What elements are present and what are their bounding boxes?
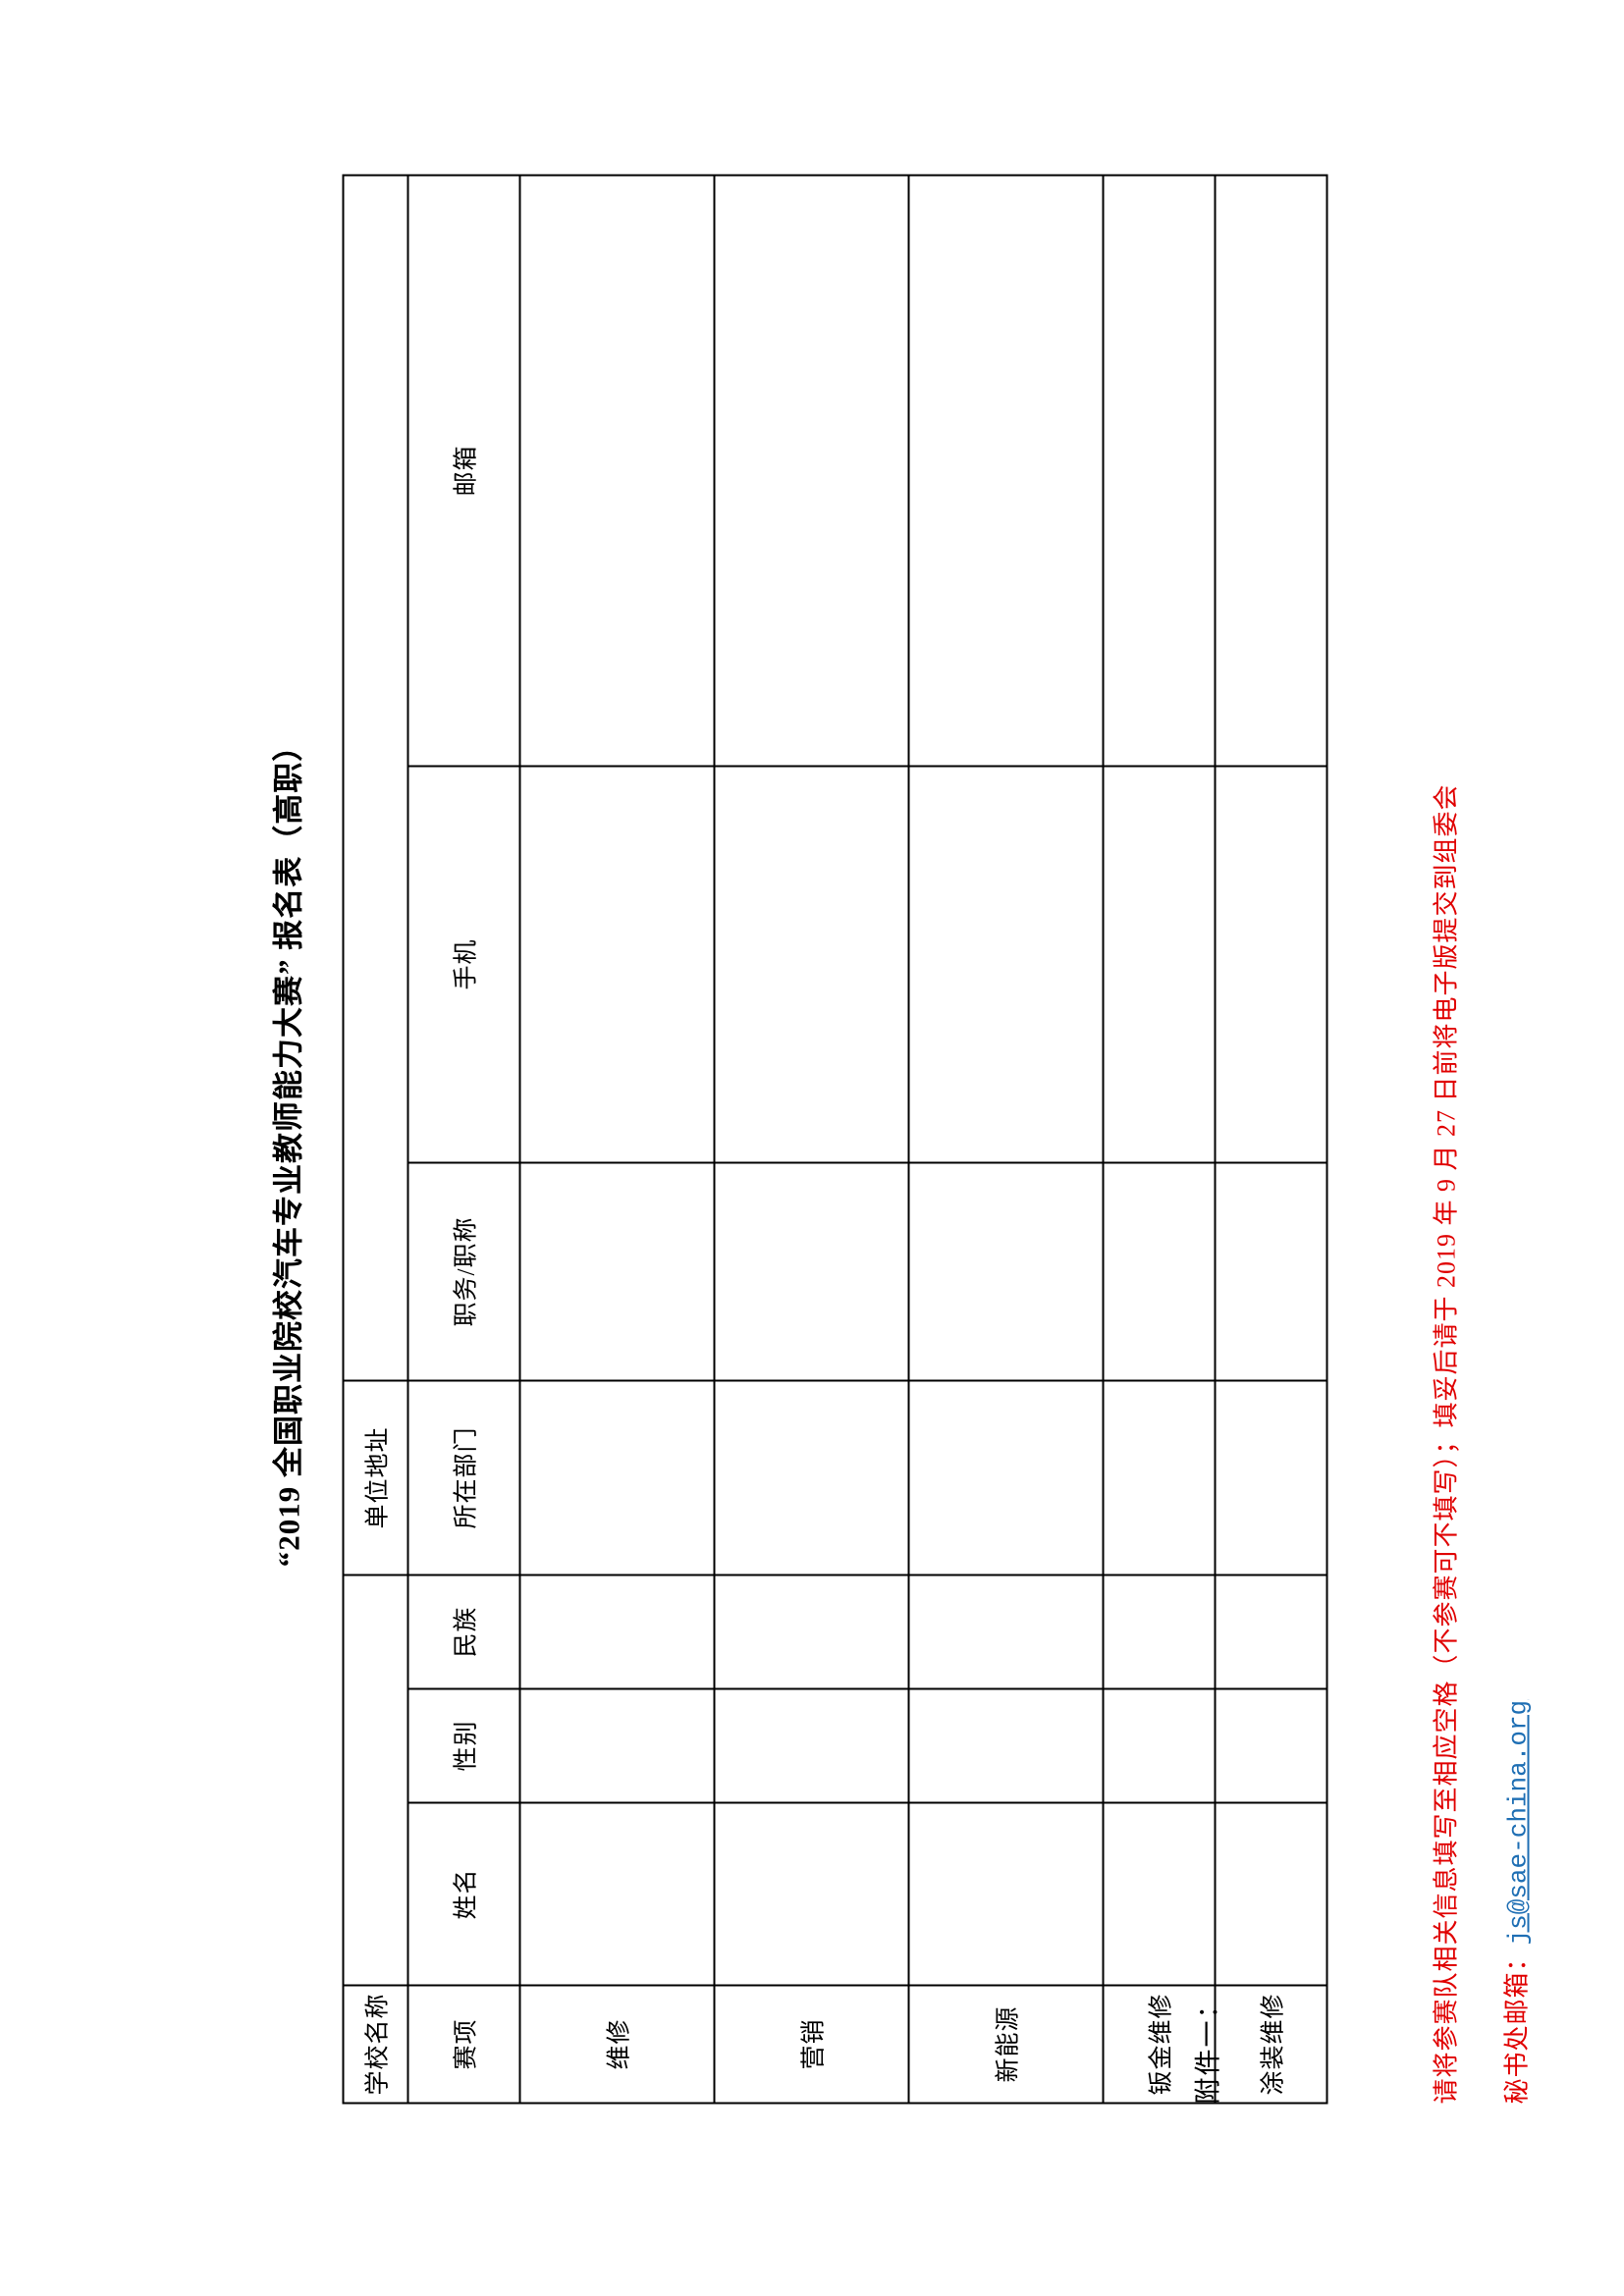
cell-ethnicity[interactable] [519, 1574, 714, 1688]
unit-address-value-cell[interactable] [343, 174, 407, 1380]
cell-ethnicity[interactable] [714, 1574, 908, 1688]
header-position-title: 职务/职称 [407, 1161, 519, 1380]
cell-name[interactable] [519, 1802, 714, 1985]
cell-mobile[interactable] [908, 765, 1103, 1162]
cell-gender[interactable] [1103, 1688, 1215, 1802]
submission-note: 请将参赛队相关信息填写至相应空格（不参赛可不填写）；填妥后请于 2019 年 9… [1432, 782, 1460, 2104]
cell-name[interactable] [714, 1802, 908, 1985]
cell-email[interactable] [714, 174, 908, 766]
cell-ethnicity[interactable] [1103, 1574, 1215, 1688]
table-row-school-name: 学校名称 单位地址 [343, 174, 407, 2103]
cell-department[interactable] [714, 1379, 908, 1575]
cell-position-title[interactable] [519, 1161, 714, 1380]
cell-department[interactable] [1215, 1379, 1326, 1575]
cell-position-title[interactable] [1215, 1161, 1326, 1380]
table-row: 维修 [519, 174, 714, 2103]
header-ethnicity: 民族 [407, 1574, 519, 1688]
header-gender: 性别 [407, 1688, 519, 1802]
school-name-label: 学校名称 [343, 1985, 407, 2103]
cell-department[interactable] [1103, 1379, 1215, 1575]
cell-ethnicity[interactable] [1215, 1574, 1326, 1688]
table-header-row: 赛项 姓名 性别 民族 所在部门 职务/职称 手机 邮箱 [407, 174, 519, 2103]
row-label-new-energy: 新能源 [908, 1985, 1103, 2103]
cell-ethnicity[interactable] [908, 1574, 1103, 1688]
cell-name[interactable] [1215, 1802, 1326, 1985]
header-event: 赛项 [407, 1985, 519, 2103]
header-email: 邮箱 [407, 174, 519, 766]
header-department: 所在部门 [407, 1379, 519, 1575]
cell-department[interactable] [908, 1379, 1103, 1575]
table-row: 新能源 [908, 174, 1103, 2103]
table-row: 营销 [714, 174, 908, 2103]
cell-mobile[interactable] [519, 765, 714, 1162]
table-row: 钣金维修 [1103, 174, 1215, 2103]
header-mobile: 手机 [407, 765, 519, 1162]
secretariat-email-link[interactable]: js@sae-china.org [1503, 1699, 1533, 1945]
cell-position-title[interactable] [714, 1161, 908, 1380]
cell-mobile[interactable] [1215, 765, 1326, 1162]
cell-name[interactable] [1103, 1802, 1215, 1985]
cell-gender[interactable] [519, 1688, 714, 1802]
cell-email[interactable] [1103, 174, 1215, 766]
cell-email[interactable] [1215, 174, 1326, 766]
cell-department[interactable] [519, 1379, 714, 1575]
table-row: 涂装维修 [1215, 174, 1326, 2103]
row-label-repair: 维修 [519, 1985, 714, 2103]
cell-email[interactable] [908, 174, 1103, 766]
cell-gender[interactable] [714, 1688, 908, 1802]
row-label-marketing: 营销 [714, 1985, 908, 2103]
cell-position-title[interactable] [908, 1161, 1103, 1380]
header-name: 姓名 [407, 1802, 519, 1985]
cell-position-title[interactable] [1103, 1161, 1215, 1380]
secretariat-email-label: 秘书处邮箱： [1502, 1944, 1531, 2104]
cell-gender[interactable] [908, 1688, 1103, 1802]
secretariat-email-note: 秘书处邮箱：js@sae-china.org [1496, 1699, 1533, 2104]
cell-mobile[interactable] [1103, 765, 1215, 1162]
unit-address-label: 单位地址 [343, 1379, 407, 1575]
cell-email[interactable] [519, 174, 714, 766]
cell-mobile[interactable] [714, 765, 908, 1162]
cell-name[interactable] [908, 1802, 1103, 1985]
row-label-sheet-metal-repair: 钣金维修 [1103, 1985, 1215, 2103]
school-name-value-cell[interactable] [343, 1574, 407, 1985]
row-label-painting-repair: 涂装维修 [1215, 1985, 1326, 2103]
cell-gender[interactable] [1215, 1688, 1326, 1802]
page-title: “2019 全国职业院校汽车专业教师能力大赛” 报名表（高职） [271, 729, 305, 1567]
registration-table: 学校名称 单位地址 赛项 姓名 性别 民族 所在部门 职务/职称 手机 邮箱 维… [342, 174, 1327, 2104]
